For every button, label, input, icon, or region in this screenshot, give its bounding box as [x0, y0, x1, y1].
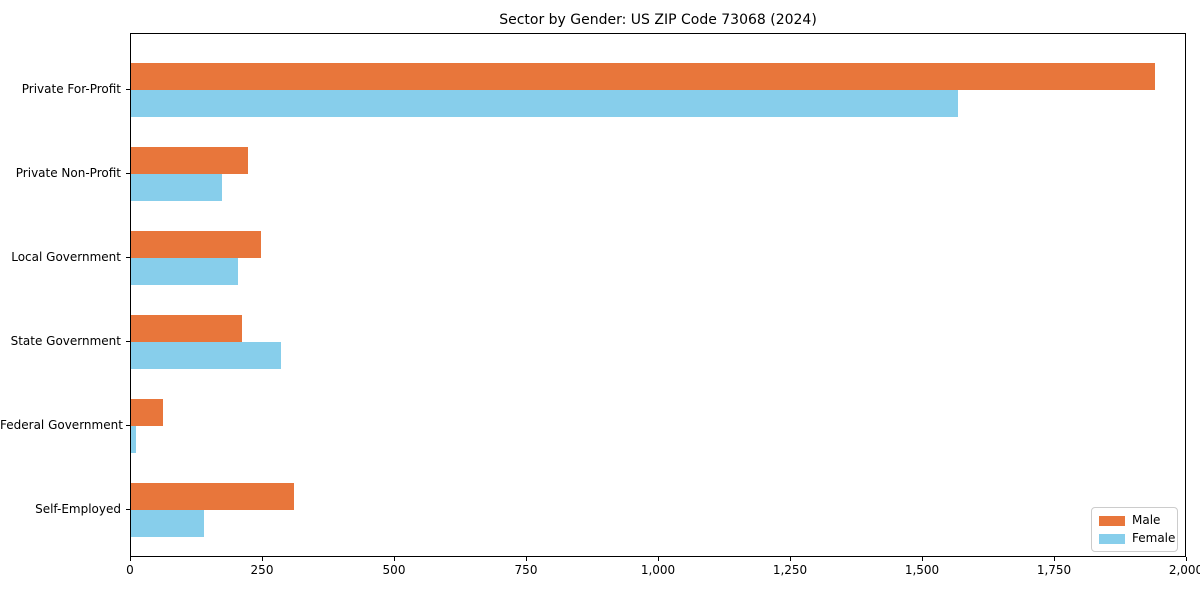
legend-swatch-female — [1099, 533, 1125, 544]
y-tick-mark — [126, 89, 130, 90]
x-axis-label-9: 2,000 — [1168, 563, 1200, 577]
x-tick-mark — [1186, 557, 1187, 561]
bar-female-1 — [131, 90, 958, 117]
y-axis-label-1: Private For-Profit — [21, 82, 121, 96]
x-axis-label-4: 750 — [514, 563, 538, 577]
legend-item-female: Female — [1099, 532, 1175, 545]
y-tick-mark — [126, 257, 130, 258]
legend: Male Female — [1091, 507, 1178, 552]
bar-female-2 — [131, 174, 222, 201]
y-tick-mark — [126, 425, 130, 426]
y-axis-label-3: Local Government — [11, 250, 121, 264]
bar-male-4 — [131, 315, 242, 342]
y-axis-label-6: Self-Employed — [35, 502, 121, 516]
x-axis-label-5: 1,000 — [640, 563, 676, 577]
x-axis-label-3: 500 — [382, 563, 406, 577]
bar-female-5 — [131, 426, 136, 453]
x-tick-mark — [658, 557, 659, 561]
x-axis-label-8: 1,750 — [1036, 563, 1072, 577]
x-axis-label-6: 1,250 — [772, 563, 808, 577]
bar-male-2 — [131, 147, 248, 174]
x-axis-label-1: 0 — [126, 563, 134, 577]
x-tick-mark — [790, 557, 791, 561]
x-tick-mark — [262, 557, 263, 561]
x-axis-label-2: 250 — [250, 563, 274, 577]
bar-male-3 — [131, 231, 261, 258]
bar-female-6 — [131, 510, 204, 537]
x-tick-mark — [1054, 557, 1055, 561]
y-axis-label-5: Federal Government — [0, 418, 123, 432]
x-tick-mark — [394, 557, 395, 561]
x-axis-label-7: 1,500 — [904, 563, 940, 577]
x-tick-mark — [922, 557, 923, 561]
legend-item-male: Male — [1099, 514, 1169, 527]
x-tick-mark — [130, 557, 131, 561]
y-axis-label-4: State Government — [10, 334, 121, 348]
bar-female-3 — [131, 258, 238, 285]
chart-title: Sector by Gender: US ZIP Code 73068 (202… — [499, 12, 817, 28]
plot-area — [130, 33, 1186, 557]
bar-male-1 — [131, 63, 1155, 90]
y-tick-mark — [126, 173, 130, 174]
legend-swatch-male — [1099, 515, 1125, 526]
y-tick-mark — [126, 341, 130, 342]
bar-female-4 — [131, 342, 281, 369]
legend-label-female: Female — [1132, 531, 1176, 545]
y-tick-mark — [126, 509, 130, 510]
y-axis-label-2: Private Non-Profit — [15, 166, 121, 180]
legend-label-male: Male — [1132, 513, 1161, 527]
bar-male-5 — [131, 399, 163, 426]
bar-male-6 — [131, 483, 294, 510]
x-tick-mark — [526, 557, 527, 561]
